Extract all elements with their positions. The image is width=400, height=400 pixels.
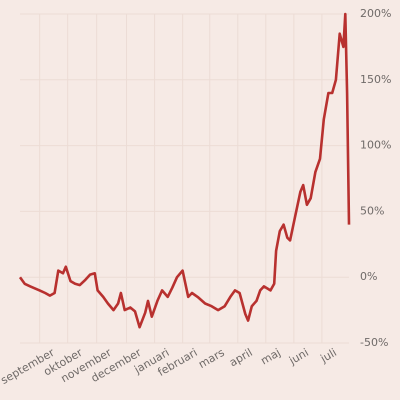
y-tick-label: 0%: [360, 270, 377, 283]
x-tick-label: maj: [259, 346, 283, 368]
line-series: [18, 12, 351, 329]
y-tick-label: 150%: [360, 73, 391, 86]
y-tick-label: 50%: [360, 204, 384, 217]
x-tick-label: april: [227, 346, 255, 369]
x-tick-label: juni: [286, 346, 311, 368]
x-tick-label: juli: [318, 346, 339, 366]
y-tick-label: 200%: [360, 7, 391, 20]
y-tick-label: 100%: [360, 139, 391, 152]
x-tick-label: mars: [196, 346, 227, 371]
y-tick-label: -50%: [360, 336, 388, 349]
